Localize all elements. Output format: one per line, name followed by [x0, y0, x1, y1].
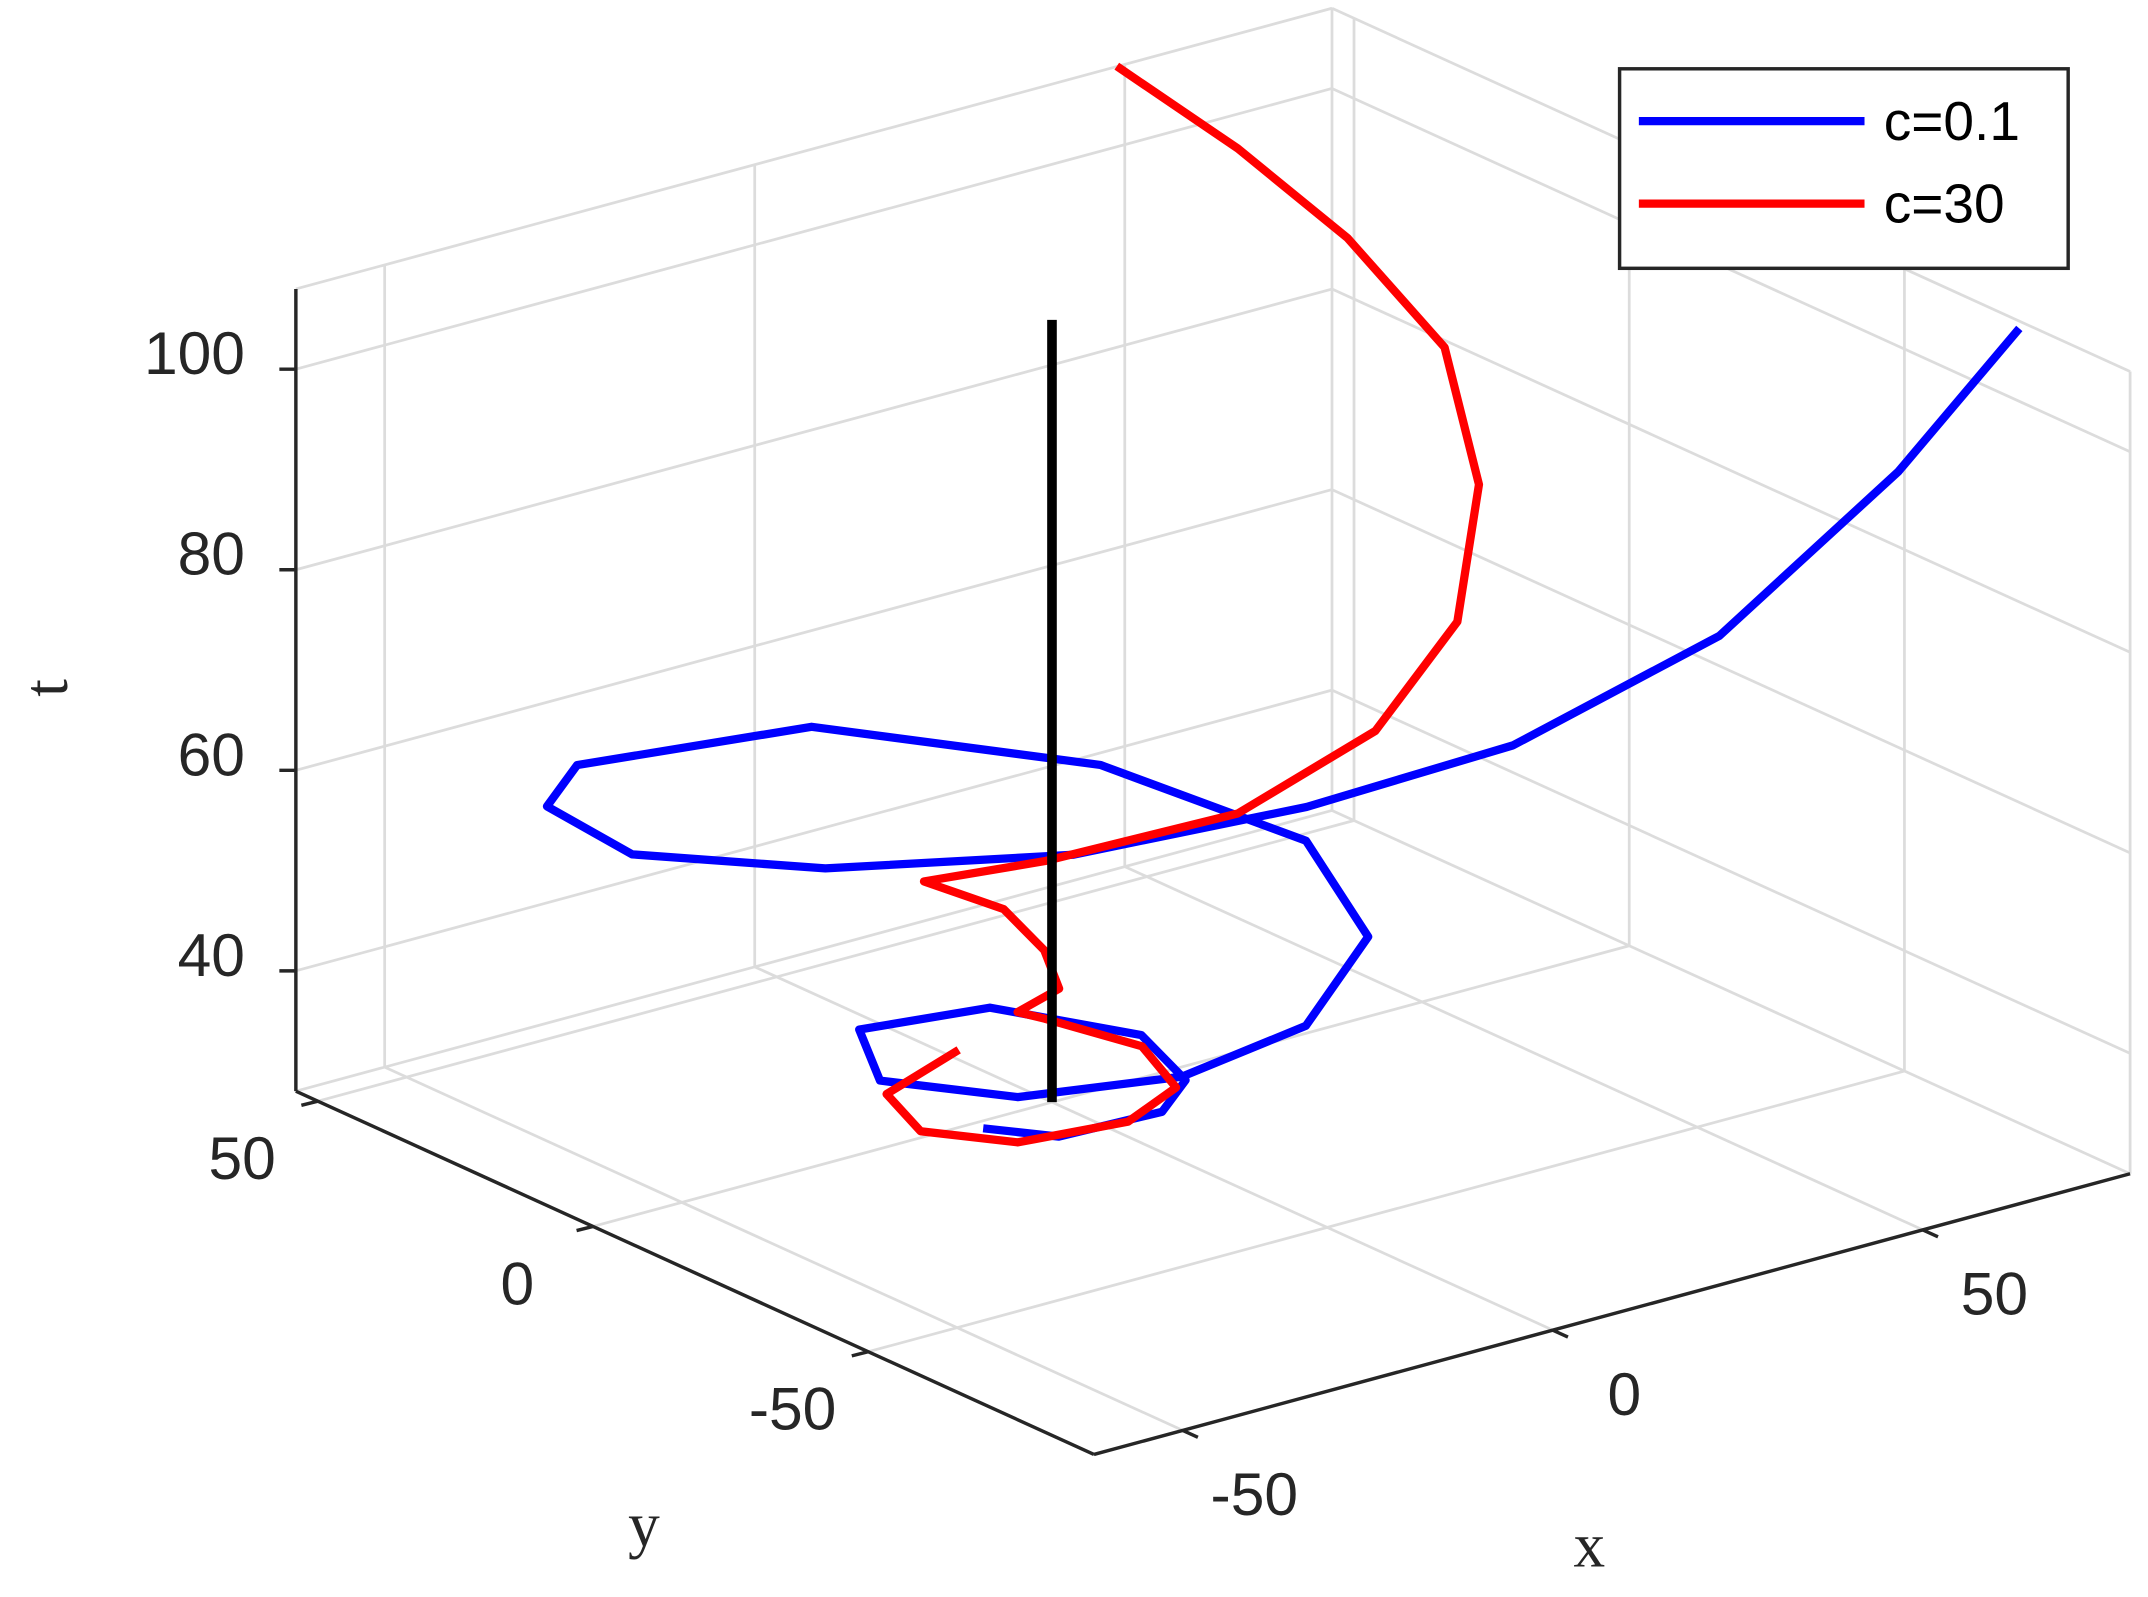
x-axis-line	[1093, 1172, 2131, 1457]
z-tick-label: 80	[178, 520, 245, 588]
series-line	[882, 62, 1484, 1147]
grid-line	[867, 1069, 1905, 1354]
x-tick	[1182, 1428, 1199, 1439]
grid-line	[384, 1065, 1184, 1432]
y-tick	[300, 1099, 319, 1107]
x-tick	[1552, 1328, 1569, 1339]
legend-box	[1617, 67, 2070, 271]
y-tick	[851, 1350, 869, 1358]
grid-line	[317, 819, 1355, 1103]
y-axis-label: y	[628, 1490, 660, 1560]
x-tick-label: 50	[1961, 1260, 2028, 1328]
y-tick-label: 50	[209, 1124, 276, 1192]
grid	[295, 6, 2132, 1432]
series-line	[542, 325, 2023, 1141]
legend-label: c=30	[1884, 172, 2005, 234]
z-tick-label: 40	[178, 921, 245, 989]
legend: c=0.1 c=30	[1617, 67, 2070, 271]
y-tick-label: 0	[501, 1249, 535, 1317]
grid-line	[295, 287, 1333, 572]
x-tick-label: -50	[1211, 1460, 1299, 1528]
grid-line	[1124, 865, 1924, 1232]
box-edge	[295, 809, 1333, 1093]
box-edge	[295, 6, 1333, 291]
y-axis-line	[295, 1089, 1095, 1457]
grid-line	[295, 488, 1333, 772]
z-tick-label: 100	[144, 319, 245, 387]
grid-line	[295, 87, 1333, 371]
grid-line	[1331, 287, 2131, 654]
plot-lines	[542, 62, 2023, 1147]
x-tick-label: 0	[1608, 1360, 1642, 1428]
z-tick-label: 60	[178, 720, 245, 788]
x-axis-label: x	[1573, 1511, 1605, 1581]
grid-line	[1331, 87, 2131, 453]
grid-line	[1331, 688, 2131, 1055]
box-edge	[1331, 809, 2131, 1175]
grid-line	[295, 688, 1333, 973]
z-axis-label: t	[11, 679, 81, 697]
y-tick-label: -50	[749, 1375, 836, 1443]
axes: -50 0 50 -50 0 50 40 60 80 100	[144, 288, 2131, 1528]
y-tick	[576, 1224, 594, 1233]
legend-label: c=0.1	[1884, 90, 2020, 152]
x-tick	[1922, 1228, 1939, 1239]
